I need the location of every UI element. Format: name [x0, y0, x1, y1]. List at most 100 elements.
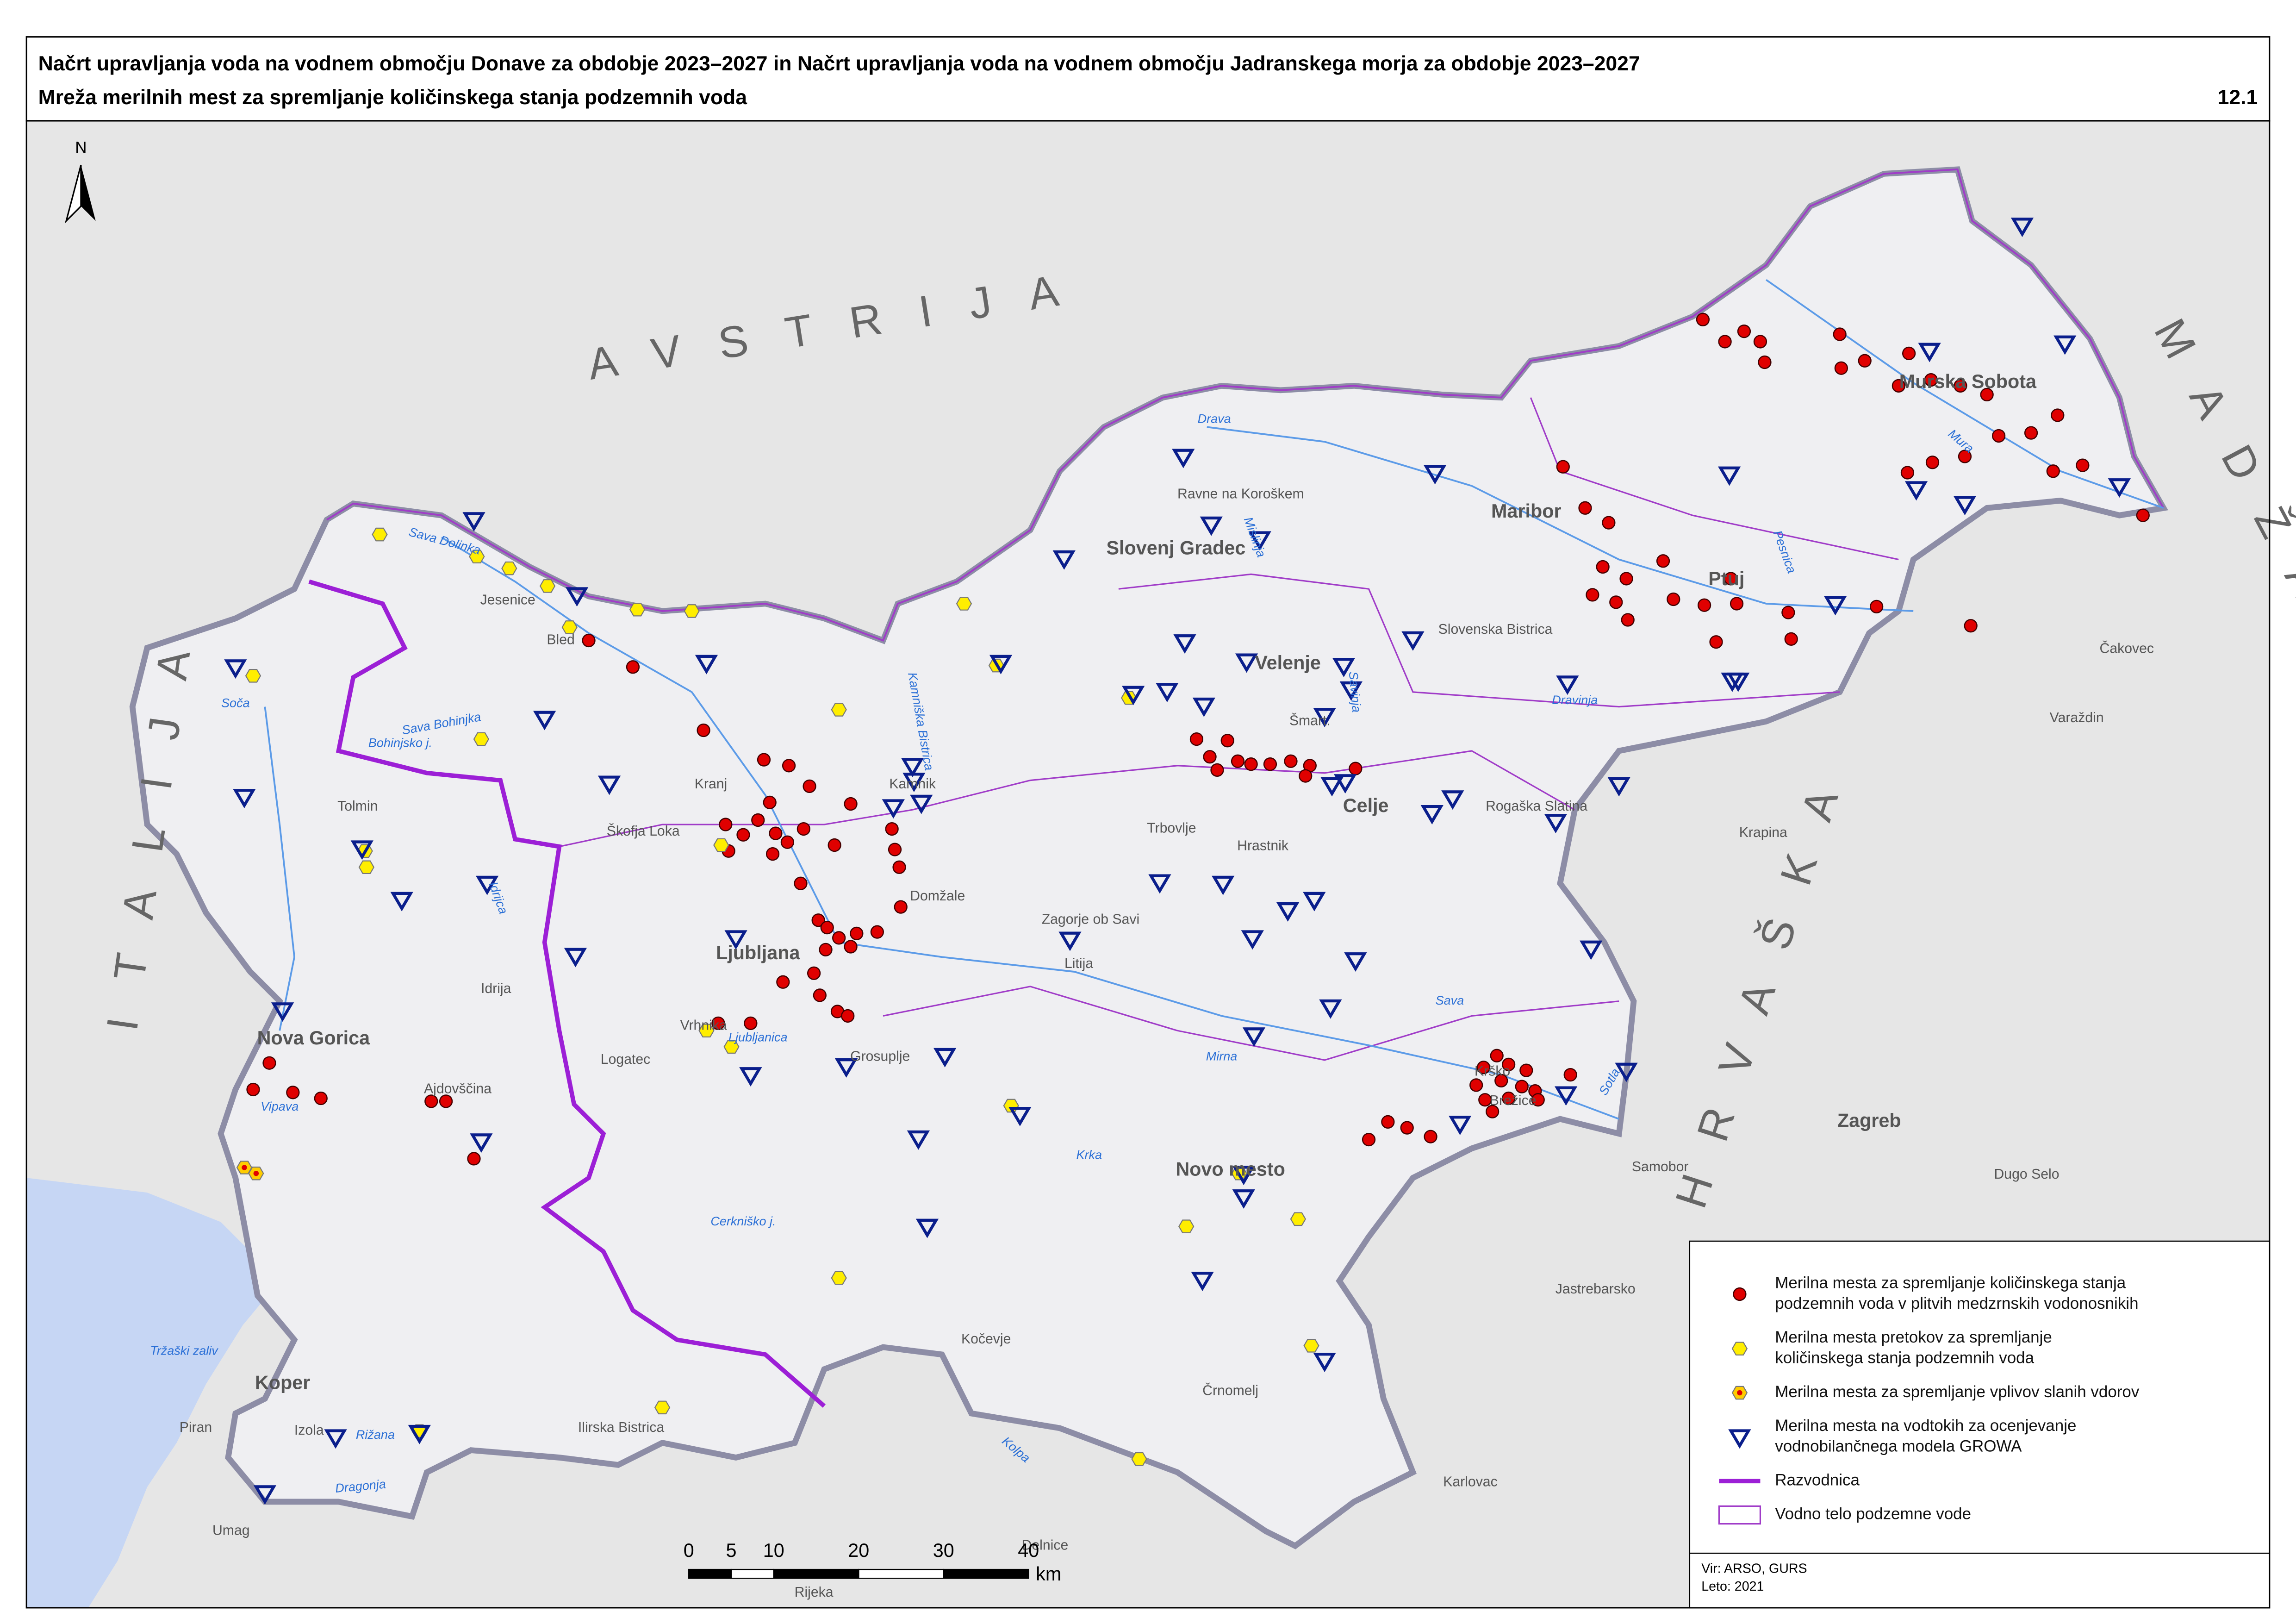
place-label: Jesenice [480, 593, 535, 608]
groundwater-station [1621, 613, 1635, 627]
river-station [350, 840, 373, 860]
major-place-label: Ptuj [1708, 568, 1744, 589]
major-place-label: Ljubljana [716, 942, 800, 963]
groundwater-station [1602, 516, 1616, 530]
river-station [390, 892, 413, 912]
groundwater-station [2136, 508, 2150, 522]
place-label: Škofja Loka [607, 823, 680, 839]
legend-text: Merilna mesta za spremljanje količinskeg… [1775, 1274, 2126, 1292]
scale-label: 5 [726, 1540, 737, 1561]
north-arrow-right [81, 165, 96, 221]
north-arrow: N [65, 139, 96, 224]
scale-segment [688, 1568, 732, 1579]
groundwater-station [811, 913, 825, 927]
groundwater-station [1400, 1121, 1414, 1135]
groundwater-station [1578, 501, 1592, 515]
place-label: Ilirska Bistrica [578, 1420, 664, 1435]
groundwater-station [1733, 1287, 1747, 1301]
groundwater-station [1349, 762, 1363, 775]
groundwater-station [1781, 606, 1795, 619]
major-place-label: Murska Sobota [1899, 371, 2037, 392]
groundwater-station [841, 1009, 855, 1023]
place-label: Delnice [1022, 1537, 1069, 1553]
place-label: Šmart. [1289, 712, 1331, 728]
river-station [1008, 1106, 1032, 1126]
groundwater-station [892, 860, 906, 874]
groundwater-station [803, 779, 816, 793]
river-station [695, 655, 718, 675]
groundwater-station [1737, 325, 1751, 338]
flow-station [831, 1271, 847, 1285]
groundwater-station [2076, 458, 2090, 472]
scale-label: 0 [684, 1540, 694, 1561]
place-label: Rijeka [795, 1585, 834, 1600]
groundwater-station [1858, 354, 1872, 368]
river-station [1544, 814, 1568, 834]
river-station [233, 789, 256, 808]
river-station [1449, 1116, 1472, 1135]
groundwater-station [1964, 619, 1978, 633]
water-label: Vipava [261, 1099, 299, 1113]
legend-text: podzemnih voda v plitvih medzrnskih vodo… [1775, 1294, 2138, 1312]
groundwater-station [1753, 335, 1767, 349]
watershed [308, 579, 826, 1408]
groundwater-station [1469, 1078, 1483, 1092]
rivers [264, 279, 2164, 1120]
groundwater-station [626, 660, 640, 674]
groundwater-station [262, 1056, 276, 1070]
major-place-label: Slovenj Gradec [1106, 537, 1245, 558]
groundwater-station [1486, 1105, 1500, 1118]
river-station [1173, 634, 1196, 654]
river-station [1232, 1166, 1255, 1186]
place-label: Črnomelj [1202, 1382, 1258, 1398]
groundwater-station [751, 813, 765, 827]
flow-station [1303, 1339, 1319, 1353]
river-station [1401, 631, 1425, 651]
river-station [1615, 1062, 1638, 1082]
place-label: Vrhnika [680, 1018, 727, 1033]
major-place-label: Zagreb [1837, 1110, 1901, 1131]
flow-station [654, 1400, 671, 1415]
river-station [1320, 777, 1344, 797]
place-label: Ajdovščina [424, 1081, 492, 1096]
saline-dot [242, 1165, 247, 1170]
place-label: Slovenska Bistrica [1438, 622, 1553, 637]
groundwater-station [2051, 408, 2065, 422]
river-station [1122, 686, 1145, 706]
river-station [1276, 902, 1300, 922]
major-place-label: Velenje [1255, 652, 1320, 673]
groundwater-station [1563, 1068, 1577, 1082]
flow-station [1178, 1219, 1195, 1233]
major-place-label: Koper [255, 1372, 310, 1393]
river-station [2108, 478, 2131, 498]
legend-text: Razvodnica [1775, 1471, 1860, 1489]
groundwater-station [1784, 632, 1798, 646]
header-box [25, 36, 2271, 122]
river-station [1319, 999, 1342, 1019]
place-label: Zagorje ob Savi [1042, 912, 1140, 927]
groundwater-station [844, 797, 858, 811]
groundwater-station [1667, 592, 1680, 606]
groundwater-station [1758, 355, 1772, 369]
river-station [597, 775, 621, 795]
river-station [253, 1485, 277, 1505]
scale-segment [773, 1568, 859, 1579]
flow-station [713, 838, 729, 852]
groundwater-station [813, 988, 827, 1002]
groundwater-station [757, 753, 771, 767]
groundwater-station [844, 940, 858, 954]
river-station [1607, 777, 1630, 797]
river-station [1242, 1027, 1266, 1047]
river-station [1904, 481, 1928, 501]
groundwater-station [1189, 732, 1204, 746]
groundwater-station [807, 966, 821, 980]
groundwater-station [1833, 327, 1847, 341]
place-label: Izola [294, 1423, 324, 1438]
groundwater-station [2046, 464, 2060, 478]
north-label: N [75, 139, 87, 157]
groundwater-station [1900, 466, 1915, 480]
groundwater-station [780, 835, 794, 849]
place-label: Idrija [481, 981, 511, 996]
